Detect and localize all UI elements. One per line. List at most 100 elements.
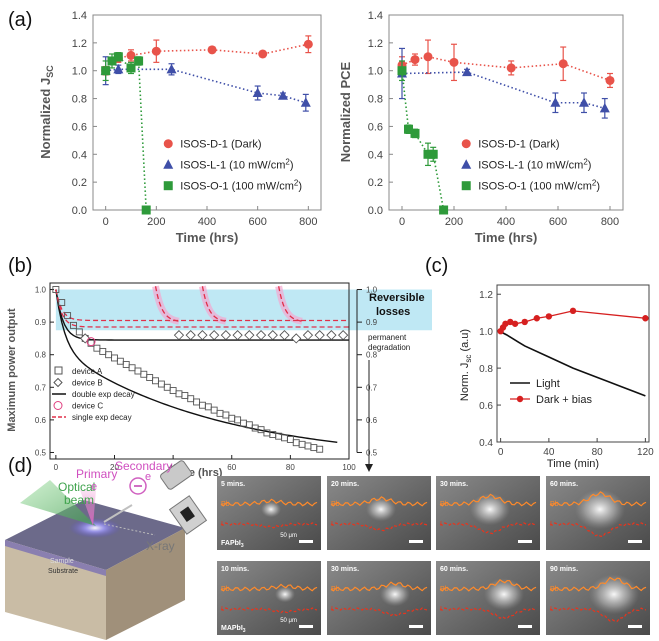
permanent-label-2: degradation [368, 343, 410, 352]
a1-xtick-label: 400 [198, 216, 216, 228]
c-dark-point [569, 307, 577, 315]
b-device-b-point [197, 330, 208, 341]
a1-legend-marker [163, 181, 173, 191]
a1-ytick-label: 1.2 [72, 38, 87, 50]
chart-a1-xlabel: Time (hrs) [176, 230, 239, 245]
micrograph-pb-label: Pb [550, 501, 559, 508]
micrograph-tile-row2-0: 10 mins. Pb I MAPbI3 50 μm [217, 561, 321, 635]
a1-xtick-label: 0 [103, 216, 109, 228]
primary-label: Primary [76, 467, 117, 481]
a2-series-line-1 [401, 71, 606, 110]
chart-b-legend: device A device B double exp decay device C… [52, 366, 135, 422]
micrograph-i-label: I [221, 606, 223, 613]
a1-ytick-label: 0.8 [72, 94, 87, 106]
a2-ytick-label: 1.0 [368, 66, 383, 78]
micrograph-scale-label: 50 μm [280, 618, 297, 624]
a2-point [410, 55, 420, 65]
a2-point [423, 149, 433, 159]
a1-point [126, 50, 136, 60]
a1-point [207, 45, 217, 55]
a2-point [599, 102, 610, 113]
b-single-exp-fit-1 [55, 289, 349, 322]
micrograph-i-label: I [331, 606, 333, 613]
micrograph-tile-row1-1: 20 mins. Pb I [327, 476, 431, 550]
b-device-a-point [292, 439, 300, 447]
xray-line [103, 504, 133, 523]
b-legend-marker-c [53, 401, 63, 410]
b-legend-label: device B [72, 379, 103, 388]
a2-point [550, 97, 561, 107]
a2-ytick-label: 0.6 [368, 121, 383, 133]
b-device-a-point [281, 434, 288, 442]
reversible-label-2: losses [376, 306, 410, 318]
b-device-b-point [232, 330, 243, 341]
c-dark-point [502, 320, 509, 327]
permanent-label-1: permanent [368, 333, 407, 342]
i-profile-line [330, 607, 428, 617]
b-device-a-point [187, 395, 195, 403]
a2-xtick-label: 400 [497, 216, 515, 228]
micrograph-material-label: MAPbI3 [221, 625, 246, 634]
b-xtick-label: 100 [342, 463, 356, 472]
a2-xtick-label: 0 [399, 216, 405, 228]
micrograph-bg [327, 561, 431, 635]
b-device-b-point [185, 330, 196, 341]
micrograph-hotspot [484, 578, 524, 611]
b-device-a-point [198, 401, 206, 409]
micrograph-hotspot [575, 489, 625, 530]
micrograph-tile-row2-2: 60 mins. Pb I [436, 561, 540, 635]
b-device-a-point [152, 377, 159, 385]
b-device-a-point [87, 339, 95, 347]
b-ytick-label: 0.8 [35, 351, 47, 360]
c-legend-label-light: Light [536, 378, 560, 390]
chart-b-frame [49, 282, 350, 460]
xray-schematic: Optical beam Primary e Secondary e X-ray… [5, 459, 208, 640]
pb-profile-line [439, 493, 537, 507]
b-legend-label: double exp decay [72, 390, 135, 399]
i-profile-line [220, 607, 318, 614]
b-device-b-point [255, 330, 267, 341]
a1-ytick-label: 0.0 [72, 205, 87, 217]
i-profile-line [549, 607, 647, 622]
a2-legend-label: ISOS-L-1 (10 mW/cm2) [478, 158, 591, 172]
b-device-b-point [314, 330, 325, 341]
b-ytick-label: 0.7 [35, 383, 47, 392]
c-ytick-label: 0.8 [479, 364, 493, 375]
scale-bar [409, 540, 423, 543]
i-profile-line [439, 607, 537, 620]
a1-point [258, 49, 268, 59]
a2-legend-label: ISOS-D-1 (Dark) [478, 139, 559, 151]
a2-ytick-label: 1.4 [368, 10, 383, 22]
b-single-exp-fit-2 [55, 289, 349, 328]
b-device-a-point [58, 299, 66, 307]
b-device-a-point [210, 406, 218, 414]
b-device-a-point [140, 370, 148, 378]
c-ytick-label: 1.0 [479, 327, 493, 338]
a2-ytick-label: 0.0 [368, 205, 383, 217]
a1-legend-label: ISOS-O-1 (100 mW/cm2) [180, 179, 302, 193]
b-right-tick-label: 0.6 [366, 416, 378, 425]
a1-xtick-label: 800 [299, 216, 317, 228]
a1-legend-marker [163, 159, 174, 169]
b-device-b-point [279, 330, 290, 341]
scale-bar [409, 625, 423, 628]
b-right-tick-label: 0.5 [366, 448, 378, 457]
b-legend-label: device A [72, 367, 103, 376]
b-device-a-point [175, 390, 183, 398]
b-device-c-point [86, 337, 96, 347]
b-device-a-point [146, 374, 154, 381]
chart-a1-normalized-jsc: 0 200 400 600 800 0.0 0.2 0.4 0.6 0.8 1.0 1.2 1.4 Ti… [38, 10, 322, 245]
b-device-a-point [75, 328, 83, 336]
micrograph-material-label: FAPbI3 [221, 540, 244, 549]
micrograph-hotspot [261, 501, 281, 518]
c-xtick-label: 120 [637, 447, 654, 458]
b-xtick-label: 20 [110, 463, 119, 472]
a2-point [579, 97, 589, 107]
a2-point [558, 59, 568, 69]
micrograph-hotspot [275, 586, 295, 603]
i-profile-line [330, 522, 428, 532]
panel-label-a: (a) [8, 9, 32, 31]
a2-legend-marker [461, 181, 471, 191]
a2-point [397, 66, 407, 76]
